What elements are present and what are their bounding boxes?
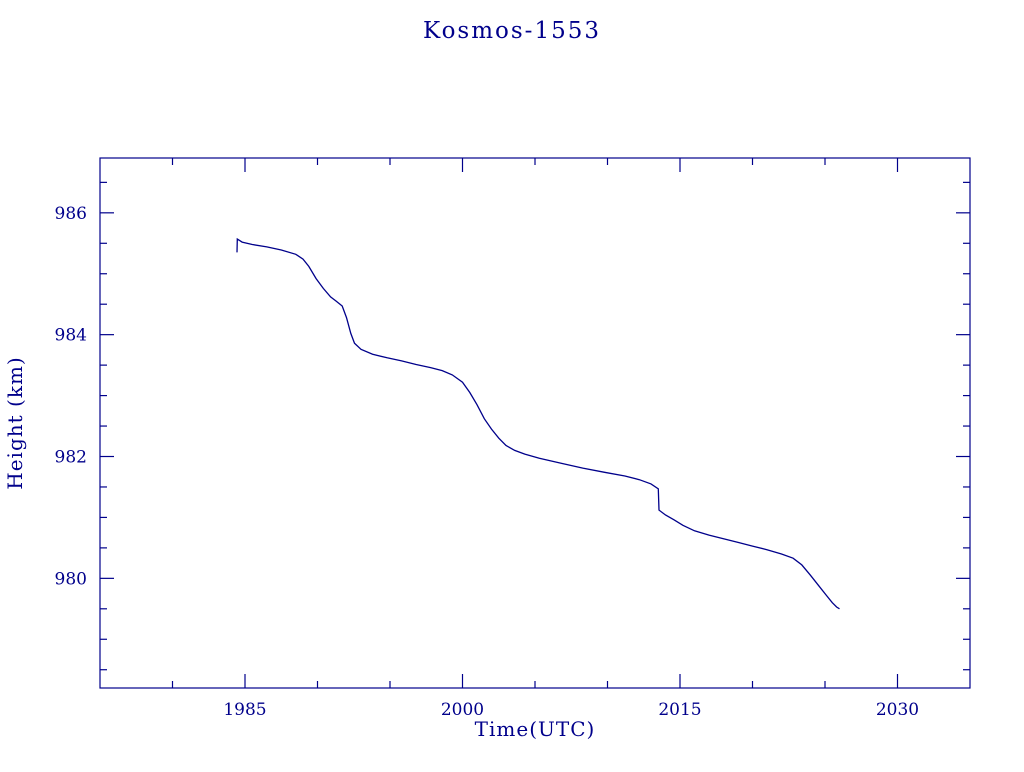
axis-ticks <box>100 158 970 688</box>
axis-tick-labels: 1985 2000 2015 2030 980 982 984 986 <box>55 204 920 720</box>
y-tick-label: 986 <box>55 204 87 224</box>
y-tick-label: 984 <box>55 326 87 346</box>
x-tick-label: 2030 <box>876 700 919 720</box>
x-tick-label: 1985 <box>223 700 266 720</box>
x-tick-label: 2015 <box>658 700 701 720</box>
height-series-line <box>236 237 840 610</box>
y-tick-label: 980 <box>55 569 87 589</box>
x-tick-label: 2000 <box>441 700 484 720</box>
y-tick-label: 982 <box>55 448 87 468</box>
x-axis-label: Time(UTC) <box>475 717 596 741</box>
y-axis-label: Height (km) <box>3 356 27 489</box>
chart-title: Kosmos-1553 <box>423 18 601 44</box>
